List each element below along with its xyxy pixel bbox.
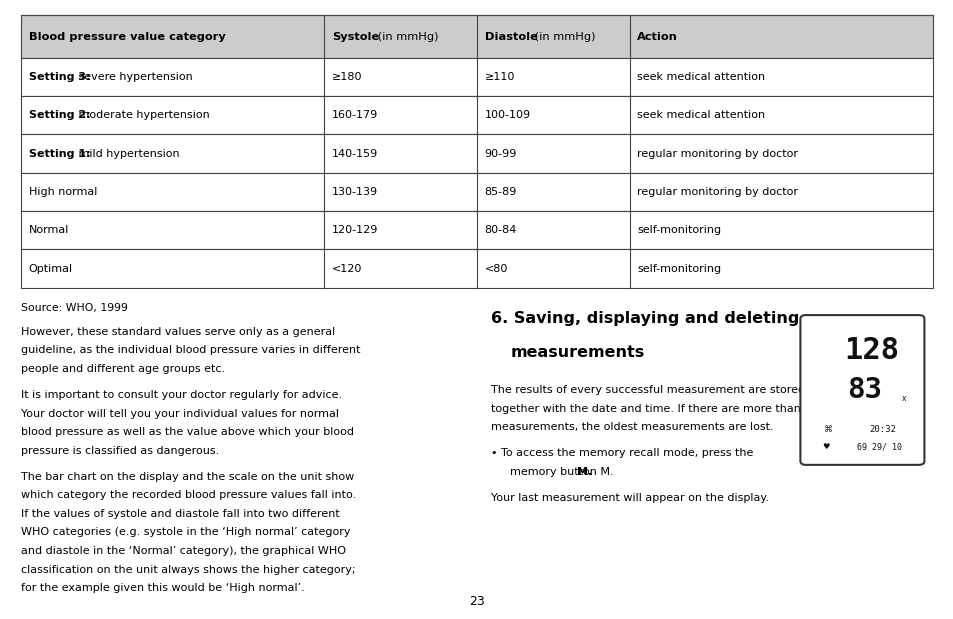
Text: together with the date and time. If there are more than 60: together with the date and time. If ther… xyxy=(491,404,818,413)
Text: measurements, the oldest measurements are lost.: measurements, the oldest measurements ar… xyxy=(491,422,773,432)
Text: guideline, as the individual blood pressure varies in different: guideline, as the individual blood press… xyxy=(21,345,360,355)
Text: mild hypertension: mild hypertension xyxy=(74,149,179,158)
Bar xyxy=(21,96,932,134)
Text: Setting 1:: Setting 1: xyxy=(29,149,91,158)
Bar xyxy=(21,58,932,96)
Text: If the values of systole and diastole fall into two different: If the values of systole and diastole fa… xyxy=(21,509,339,519)
Text: memory button M.: memory button M. xyxy=(502,467,613,477)
Text: Setting 3:: Setting 3: xyxy=(29,72,90,82)
Text: 90-99: 90-99 xyxy=(484,149,517,158)
Text: Normal: Normal xyxy=(29,225,69,235)
Text: blood pressure as well as the value above which your blood: blood pressure as well as the value abov… xyxy=(21,427,354,437)
Text: Your doctor will tell you your individual values for normal: Your doctor will tell you your individua… xyxy=(21,409,338,418)
Text: 160-179: 160-179 xyxy=(332,110,377,120)
Text: Your last measurement will appear on the display.: Your last measurement will appear on the… xyxy=(491,493,768,503)
Text: 100-109: 100-109 xyxy=(484,110,530,120)
Text: (in mmHg): (in mmHg) xyxy=(374,32,438,41)
Text: WHO categories (e.g. systole in the ‘High normal’ category: WHO categories (e.g. systole in the ‘Hig… xyxy=(21,527,350,537)
Text: 120-129: 120-129 xyxy=(332,225,378,235)
Text: It is important to consult your doctor regularly for advice.: It is important to consult your doctor r… xyxy=(21,390,342,400)
Text: classification on the unit always shows the higher category;: classification on the unit always shows … xyxy=(21,565,355,574)
Text: seek medical attention: seek medical attention xyxy=(637,72,764,82)
Text: self-monitoring: self-monitoring xyxy=(637,225,720,235)
Text: 83: 83 xyxy=(846,376,882,404)
Text: people and different age groups etc.: people and different age groups etc. xyxy=(21,364,225,374)
Text: (in mmHg): (in mmHg) xyxy=(531,32,596,41)
Bar xyxy=(21,211,932,249)
Text: 140-159: 140-159 xyxy=(332,149,377,158)
Text: pressure is classified as dangerous.: pressure is classified as dangerous. xyxy=(21,446,219,456)
Text: Action: Action xyxy=(637,32,678,41)
Text: seek medical attention: seek medical attention xyxy=(637,110,764,120)
Text: moderate hypertension: moderate hypertension xyxy=(74,110,210,120)
Text: Optimal: Optimal xyxy=(29,264,72,274)
Text: ⌘: ⌘ xyxy=(823,425,832,435)
Text: 6. Saving, displaying and deleting: 6. Saving, displaying and deleting xyxy=(491,311,799,326)
Text: Diastole: Diastole xyxy=(484,32,537,41)
Text: severe hypertension: severe hypertension xyxy=(74,72,193,82)
Text: Source: WHO, 1999: Source: WHO, 1999 xyxy=(21,303,128,313)
Text: measurements: measurements xyxy=(510,345,644,360)
FancyBboxPatch shape xyxy=(800,315,923,465)
Text: M.: M. xyxy=(577,467,592,477)
Text: However, these standard values serve only as a general: However, these standard values serve onl… xyxy=(21,327,335,337)
Text: ≥110: ≥110 xyxy=(484,72,515,82)
Text: and diastole in the ‘Normal’ category), the graphical WHO: and diastole in the ‘Normal’ category), … xyxy=(21,546,346,556)
Text: ≥180: ≥180 xyxy=(332,72,362,82)
Bar xyxy=(21,249,932,288)
Bar xyxy=(21,134,932,173)
Text: 130-139: 130-139 xyxy=(332,187,377,197)
Text: for the example given this would be ‘High normal’.: for the example given this would be ‘Hig… xyxy=(21,583,304,593)
Text: 23: 23 xyxy=(469,595,484,608)
Text: Blood pressure value category: Blood pressure value category xyxy=(29,32,225,41)
Text: The results of every successful measurement are stored: The results of every successful measurem… xyxy=(491,385,804,395)
Text: 85-89: 85-89 xyxy=(484,187,517,197)
Bar xyxy=(21,15,932,58)
Text: 128: 128 xyxy=(843,335,898,365)
Text: <80: <80 xyxy=(484,264,508,274)
Text: self-monitoring: self-monitoring xyxy=(637,264,720,274)
Text: 69 29/ 10: 69 29/ 10 xyxy=(856,443,901,451)
Text: regular monitoring by doctor: regular monitoring by doctor xyxy=(637,187,798,197)
Text: The bar chart on the display and the scale on the unit show: The bar chart on the display and the sca… xyxy=(21,472,354,482)
Text: • To access the memory recall mode, press the: • To access the memory recall mode, pres… xyxy=(491,448,753,458)
Text: 80-84: 80-84 xyxy=(484,225,517,235)
Text: Systole: Systole xyxy=(332,32,379,41)
Text: Setting 2:: Setting 2: xyxy=(29,110,91,120)
Text: 20:32: 20:32 xyxy=(868,425,895,435)
Text: High normal: High normal xyxy=(29,187,97,197)
Text: x: x xyxy=(901,394,905,403)
Text: ♥: ♥ xyxy=(821,443,829,451)
Text: regular monitoring by doctor: regular monitoring by doctor xyxy=(637,149,798,158)
Text: which category the recorded blood pressure values fall into.: which category the recorded blood pressu… xyxy=(21,490,355,500)
Bar xyxy=(21,173,932,211)
Text: <120: <120 xyxy=(332,264,362,274)
